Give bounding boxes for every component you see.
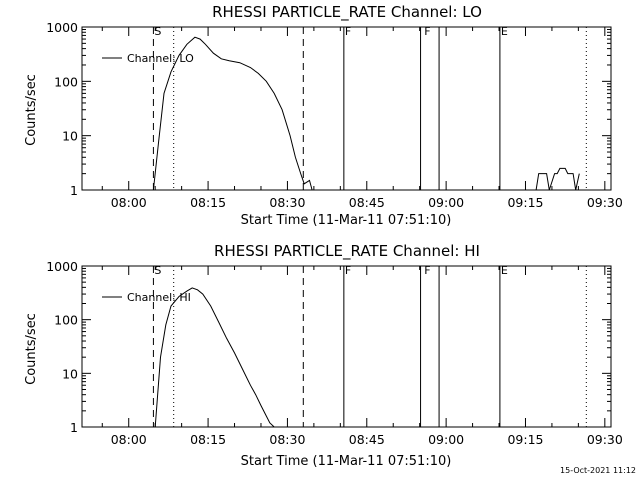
chart-hi: RHESSI PARTICLE_RATE Channel: HI Start T… [24,242,623,469]
y-axis-label: Counts/sec [24,313,39,385]
flag-label: F [424,264,430,277]
y-tick-label: 100 [54,313,78,328]
plot-frame [81,265,612,428]
y-axis-label: Counts/sec [24,74,39,146]
y-tick-label: 1 [70,420,78,435]
timestamp: 15-Oct-2021 11:12 [560,466,636,475]
chart-title: RHESSI PARTICLE_RATE Channel: HI [214,242,480,261]
x-tick-label: 08:15 [190,195,226,210]
x-tick-label: 08:00 [111,432,147,447]
plot-area-lo: 08:00 08:15 08:30 08:45 09:00 09:15 09:30 1 10 10… [46,20,623,210]
flag-label: F [424,25,430,38]
y-tick-label: 10 [62,366,78,381]
flag-label: F [345,264,351,277]
y-tick-label: 10 [62,129,78,144]
x-tick-label: 08:45 [349,432,385,447]
x-tick-label: 09:00 [428,195,464,210]
legend-label: Channel: LO [127,52,194,65]
flag-label: S [154,25,161,38]
series-line [535,167,580,191]
flag-label: E [501,25,508,38]
x-tick-label: 09:00 [428,432,464,447]
flag-label: S [154,264,161,277]
flag-label: E [501,264,508,277]
x-axis-label: Start Time (11-Mar-11 07:51:10) [241,213,452,228]
flag-label: F [345,25,351,38]
y-tick-label: 1 [70,183,78,198]
x-tick-label: 08:15 [190,432,226,447]
x-axis-label: Start Time (11-Mar-11 07:51:10) [241,454,452,469]
x-tick-label: 08:30 [269,195,305,210]
plot-frame [81,26,612,191]
x-tick-label: 08:45 [349,195,385,210]
plot-area-hi: 08:00 08:15 08:30 08:45 09:00 09:15 09:30 1 10 10… [46,259,623,447]
chart-title: RHESSI PARTICLE_RATE Channel: LO [212,3,482,22]
chart-lo: RHESSI PARTICLE_RATE Channel: LO Start T… [24,3,623,228]
y-tick-label: 1000 [46,259,78,274]
x-tick-label: 09:15 [507,195,543,210]
series-line [154,287,275,428]
x-tick-label: 09:15 [507,432,543,447]
series-line [152,36,313,191]
y-tick-label: 100 [54,74,78,89]
x-tick-label: 08:30 [269,432,305,447]
y-tick-label: 1000 [46,20,78,35]
x-tick-label: 09:30 [587,195,623,210]
x-tick-label: 08:00 [111,195,147,210]
x-tick-label: 09:30 [587,432,623,447]
legend-label: Channel: HI [127,291,191,304]
